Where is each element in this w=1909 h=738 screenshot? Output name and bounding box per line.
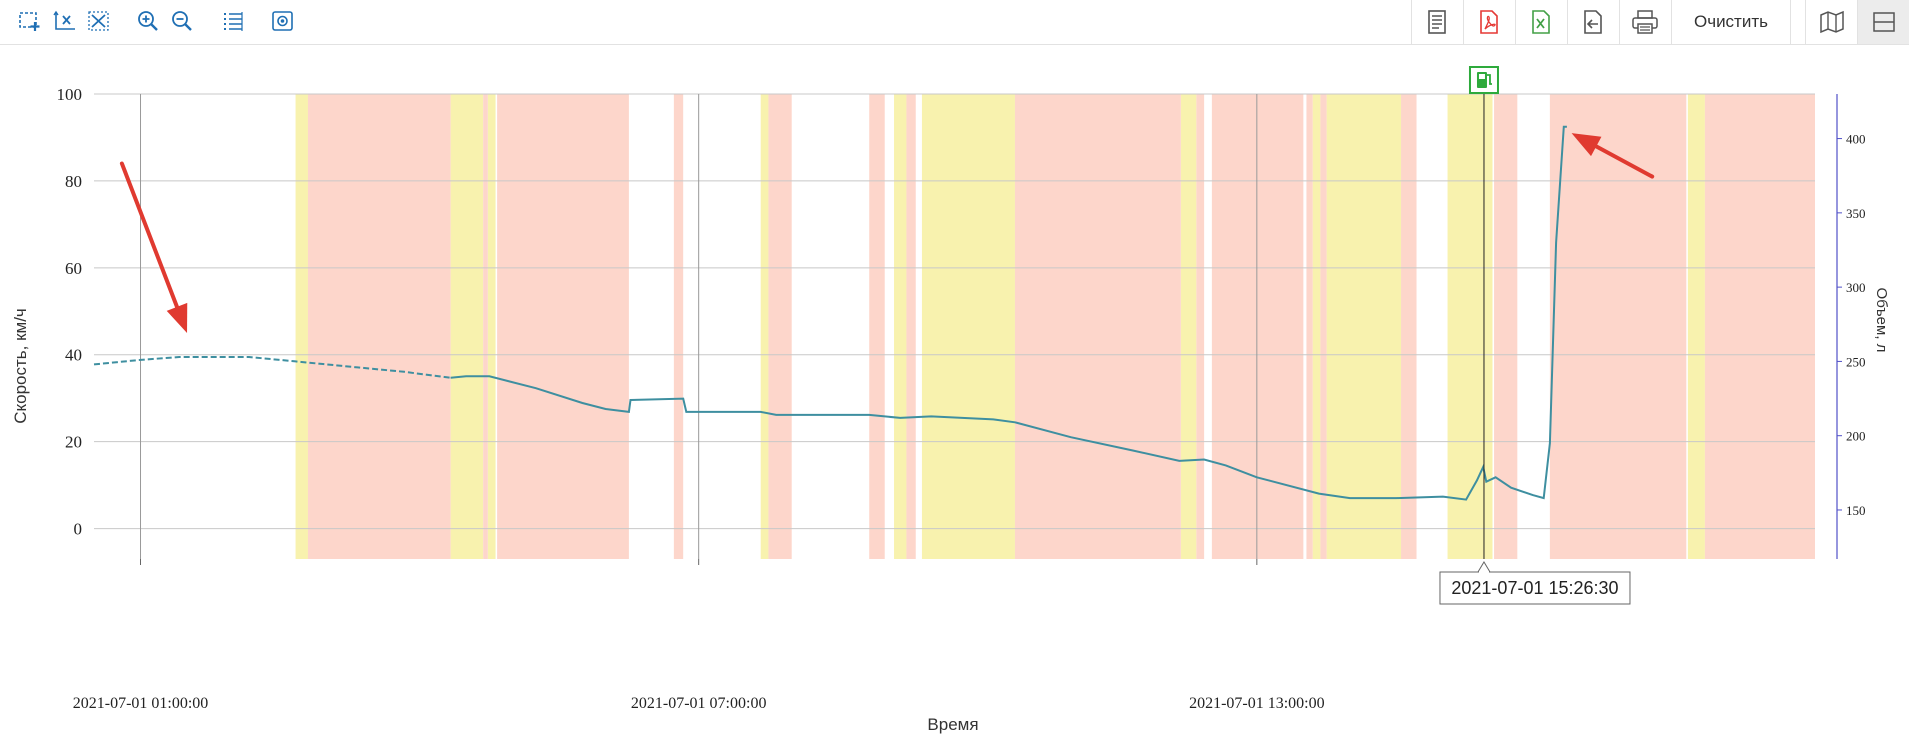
red-band bbox=[869, 94, 885, 559]
annotation-arrow-shaft bbox=[119, 161, 179, 309]
x-axis-label: Время bbox=[927, 715, 978, 734]
toolbar: Очистить bbox=[0, 0, 1909, 45]
yellow-band bbox=[487, 94, 496, 559]
yellow-band bbox=[450, 94, 484, 559]
bands-layer bbox=[295, 94, 1815, 559]
cursor-layer: 2021-07-01 15:26:30 bbox=[1439, 66, 1631, 605]
x-tick-label: 2021-07-01 07:00:00 bbox=[631, 695, 767, 712]
y-left-tick-label: 80 bbox=[65, 172, 82, 191]
annotation-arrow-head bbox=[1571, 133, 1602, 157]
y-left-tick-label: 60 bbox=[65, 259, 82, 278]
excel-icon[interactable] bbox=[1514, 0, 1567, 44]
y-left-tick-label: 100 bbox=[57, 85, 83, 104]
yellow-band bbox=[921, 94, 1015, 559]
y-right-tick-label: 300 bbox=[1846, 280, 1866, 295]
cursor-label-pointer bbox=[1477, 561, 1491, 573]
y-right-tick-label: 400 bbox=[1846, 132, 1866, 147]
y-left-tick-label: 0 bbox=[74, 520, 83, 539]
yellow-band bbox=[894, 94, 907, 559]
y-right-tick-label: 350 bbox=[1846, 206, 1866, 221]
y-left-axis-label: Скорость, км/ч bbox=[11, 308, 30, 424]
clear-button[interactable]: Очистить bbox=[1670, 0, 1790, 44]
yellow-band bbox=[1180, 94, 1197, 559]
y-right-tick-label: 200 bbox=[1846, 429, 1866, 444]
yellow-band bbox=[1687, 94, 1705, 559]
red-band bbox=[1196, 94, 1205, 559]
x-tick-label: 2021-07-01 13:00:00 bbox=[1189, 695, 1325, 712]
y-right-axis-label: Объем, л bbox=[1873, 288, 1890, 353]
toolbar-separator bbox=[1790, 0, 1805, 44]
zoom-out-icon[interactable] bbox=[166, 6, 200, 36]
red-band bbox=[906, 94, 916, 559]
red-band bbox=[497, 94, 629, 559]
toolbar-left bbox=[14, 6, 300, 36]
y-right-tick-label: 150 bbox=[1846, 503, 1866, 518]
red-band bbox=[768, 94, 792, 559]
yellow-band bbox=[1312, 94, 1321, 559]
red-band bbox=[1549, 94, 1687, 559]
fuel-pump-hose bbox=[1486, 74, 1492, 85]
split-view-icon[interactable] bbox=[1857, 0, 1909, 44]
ticks-layer: 0 20 40 60 80 100 150 200 250 300 350 400 2021-07-01… bbox=[57, 85, 1866, 712]
red-band bbox=[1704, 94, 1815, 559]
fuel-speed-chart[interactable]: 0 20 40 60 80 100 150 200 250 300 350 400 2021-07-01… bbox=[0, 44, 1909, 738]
pdf-icon[interactable] bbox=[1462, 0, 1515, 44]
map-icon[interactable] bbox=[1805, 0, 1857, 44]
annotation-arrow-head bbox=[166, 302, 188, 334]
cursor-label-box bbox=[1439, 571, 1631, 605]
yellow-band bbox=[295, 94, 308, 559]
series-layer bbox=[93, 125, 1567, 501]
y-right-tick-label: 250 bbox=[1846, 354, 1866, 369]
red-band bbox=[1306, 94, 1313, 559]
red-band bbox=[1320, 94, 1327, 559]
arrows-layer bbox=[119, 133, 1655, 334]
reset-zoom-icon[interactable] bbox=[82, 6, 116, 36]
red-band bbox=[1494, 94, 1518, 559]
zoom-in-icon[interactable] bbox=[132, 6, 166, 36]
red-band bbox=[1211, 94, 1304, 559]
red-band bbox=[307, 94, 451, 559]
import-icon[interactable] bbox=[1566, 0, 1619, 44]
screenshot-icon[interactable] bbox=[266, 6, 300, 36]
red-band bbox=[483, 94, 488, 559]
y-left-tick-label: 40 bbox=[65, 346, 82, 365]
box-select-icon[interactable] bbox=[14, 6, 48, 36]
document-icon[interactable] bbox=[1410, 0, 1463, 44]
fuel-pump-window bbox=[1478, 74, 1485, 79]
yellow-band bbox=[1447, 94, 1493, 559]
legend-list-icon[interactable] bbox=[216, 6, 250, 36]
annotation-arrow-shaft bbox=[1594, 144, 1655, 179]
y-left-tick-label: 20 bbox=[65, 433, 82, 452]
red-band bbox=[1014, 94, 1181, 559]
grid-layer bbox=[94, 93, 1815, 559]
yellow-band bbox=[760, 94, 769, 559]
red-band bbox=[1401, 94, 1417, 559]
red-band bbox=[673, 94, 684, 559]
toolbar-right: Очистить bbox=[1410, 0, 1909, 44]
x-tick-label: 2021-07-01 01:00:00 bbox=[73, 695, 209, 712]
print-icon[interactable] bbox=[1618, 0, 1671, 44]
yellow-band bbox=[1326, 94, 1402, 559]
zoom-x-icon[interactable] bbox=[48, 6, 82, 36]
fuel-line bbox=[450, 125, 1567, 501]
cursor-time-label: 2021-07-01 15:26:30 bbox=[1451, 578, 1618, 598]
